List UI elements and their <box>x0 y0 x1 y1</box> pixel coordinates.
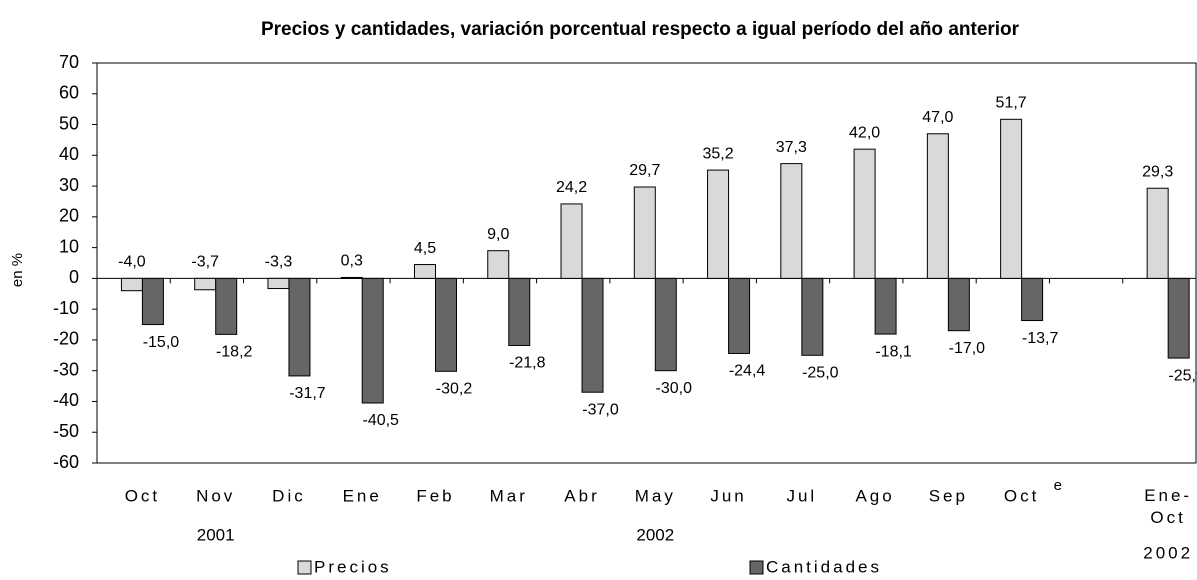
data-label: 47,0 <box>922 109 953 126</box>
bar <box>1021 277 1044 322</box>
y-tick-label: 20 <box>59 206 79 226</box>
y-tick-label: 40 <box>59 144 79 164</box>
y-tick-label: 0 <box>69 267 79 287</box>
y-tick-label: -50 <box>53 421 79 441</box>
x-tick-label: Nov <box>196 486 235 505</box>
data-label: 51,7 <box>996 95 1027 112</box>
y-axis-label: en % <box>9 253 26 287</box>
bar <box>874 277 897 335</box>
data-label: 4,5 <box>414 240 436 257</box>
bar <box>1146 187 1169 279</box>
bar <box>141 277 164 326</box>
x-tick-label: Oct <box>1004 486 1039 505</box>
x-tick-label: May <box>635 486 676 505</box>
bar <box>633 186 656 279</box>
data-label: 35,2 <box>702 145 733 162</box>
bar <box>853 148 876 279</box>
x-tick-label: Abr <box>564 486 599 505</box>
data-label: -24,4 <box>729 363 766 380</box>
y-tick-label: -20 <box>53 329 79 349</box>
data-label: -13,7 <box>1022 330 1059 347</box>
y-tick-label: -10 <box>53 298 79 318</box>
x-tick-label: Ago <box>855 486 894 505</box>
y-tick-label: -30 <box>53 359 79 379</box>
x-tick-label: Jul <box>786 486 817 505</box>
data-label: 42,0 <box>849 124 880 141</box>
y-tick-label: 50 <box>59 113 79 133</box>
data-label: -21,8 <box>509 355 546 372</box>
category-note: e <box>1054 477 1062 494</box>
data-label: -17,0 <box>949 340 986 357</box>
chart-title: Precios y cantidades, variación porcentu… <box>261 19 1020 40</box>
data-label: -25,0 <box>802 365 839 382</box>
bar <box>947 277 970 332</box>
bar <box>508 277 531 346</box>
group-label: 2001 <box>197 525 235 544</box>
data-label: -18,1 <box>875 343 912 360</box>
legend-swatch <box>297 560 312 575</box>
data-label: -30,2 <box>436 381 473 398</box>
bar <box>215 277 238 335</box>
y-tick-label: 60 <box>59 83 79 103</box>
x-tick-label: Feb <box>416 486 454 505</box>
y-tick-label: -60 <box>53 452 79 472</box>
x-tick-label: Ene-Oct <box>1144 486 1192 527</box>
y-tick-label: 30 <box>59 175 79 195</box>
x-tick-label: Dic <box>272 486 306 505</box>
plot-frame <box>96 62 1197 464</box>
group-label: 2002 <box>636 525 674 544</box>
bar <box>581 277 604 393</box>
bar <box>707 169 730 279</box>
x-tick-label: Oct <box>125 486 160 505</box>
y-tick-label: 10 <box>59 236 79 256</box>
data-label: 37,3 <box>776 139 807 156</box>
data-label: -4,0 <box>118 254 146 271</box>
bar <box>413 264 436 279</box>
data-label: -3,7 <box>191 254 219 271</box>
data-label: 9,0 <box>487 226 509 243</box>
bar <box>654 277 677 372</box>
y-tick-label: -40 <box>53 390 79 410</box>
data-label: -31,7 <box>289 385 326 402</box>
bar <box>780 163 803 279</box>
data-label: -37,0 <box>582 401 619 418</box>
bar <box>120 277 143 292</box>
x-tick-label: Mar <box>490 486 528 505</box>
data-label: -30,0 <box>656 380 693 397</box>
bar <box>194 277 217 291</box>
data-label: 29,3 <box>1142 163 1173 180</box>
data-label: 0,3 <box>341 253 363 270</box>
bar <box>267 277 290 290</box>
group-label: 2002 <box>1143 543 1193 562</box>
legend-label: Cantidades <box>766 557 882 576</box>
legend-label: Precios <box>314 557 392 576</box>
data-label: -25,9 <box>1168 367 1197 384</box>
legend-swatch <box>749 560 764 575</box>
bar <box>288 277 311 377</box>
bar <box>434 277 457 372</box>
data-label: 29,7 <box>629 162 660 179</box>
bar <box>728 277 751 354</box>
data-label: -18,2 <box>216 344 253 361</box>
bar <box>926 133 949 279</box>
bar <box>487 250 510 279</box>
data-label: 24,2 <box>556 179 587 196</box>
data-label: -3,3 <box>265 254 293 271</box>
bar <box>1000 118 1023 279</box>
data-label: -40,5 <box>362 412 399 429</box>
bar <box>801 277 824 356</box>
bar <box>361 277 384 404</box>
data-label: -15,0 <box>143 334 180 351</box>
bar <box>340 276 363 279</box>
bar <box>560 203 583 279</box>
x-tick-label: Sep <box>929 486 968 505</box>
bar <box>1167 277 1190 359</box>
y-tick-label: 70 <box>59 52 79 72</box>
x-tick-label: Ene <box>343 486 382 505</box>
x-tick-label: Jun <box>710 486 746 505</box>
